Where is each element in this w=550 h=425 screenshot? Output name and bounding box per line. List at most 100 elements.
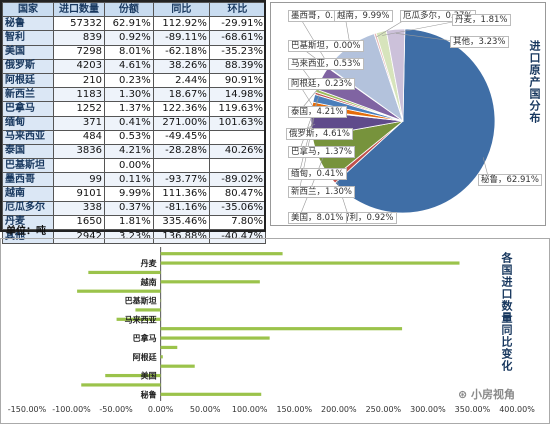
table-cell: 122.36%	[152, 101, 210, 117]
table-cell: 2942	[52, 228, 105, 245]
x-tick-label: 100.00%	[232, 405, 268, 414]
watermark-icon: ⊛	[458, 388, 472, 401]
category-label: 美国	[141, 371, 157, 381]
x-tick-label: 50.00%	[190, 405, 221, 414]
table-row: 泰国 3836 4.21% -28.28% 40.26%	[2, 143, 267, 160]
table-cell	[208, 129, 267, 145]
table-cell: 0.53%	[103, 129, 154, 145]
pie-slice-label: 新西兰，1.30%	[288, 186, 356, 198]
table-row: 巴拿马 1252 1.37% 122.36% 119.63%	[2, 101, 267, 117]
table-row: 马来西亚 484 0.53% -49.45%	[2, 129, 267, 145]
table-cell: 4.61%	[103, 58, 154, 74]
bar	[160, 392, 262, 396]
pie-slice-label: 阿根廷，0.23%	[288, 78, 356, 90]
table-header-cell: 环比	[208, 1, 267, 18]
table-cell: 62.91%	[103, 16, 154, 32]
bar-chart-title: 各国进口数量同比变化	[500, 252, 513, 372]
table-cell: 57332	[52, 16, 105, 32]
table-cell: 7298	[52, 44, 105, 60]
table-cell: -35.06%	[208, 200, 267, 216]
category-label: 阿根廷	[133, 352, 158, 362]
table-row: 智利 839 0.92% -89.11% -68.61%	[2, 30, 267, 46]
bar	[160, 327, 403, 331]
table-cell: 99	[52, 172, 105, 188]
table-cell: 1.30%	[103, 87, 154, 103]
bar	[81, 383, 161, 387]
table-cell: -68.61%	[208, 30, 267, 46]
table-cell: 335.46%	[152, 214, 210, 231]
table-cell: 1183	[52, 87, 105, 103]
table-row: 墨西哥 99 0.11% -93.77% -89.02%	[2, 172, 267, 188]
pie-chart-title: 进口原产国分布	[528, 40, 541, 124]
table-row: 越南 9101 9.99% 111.36% 80.47%	[2, 186, 267, 202]
table-cell: 0.11%	[103, 172, 154, 188]
pie-slice-label: 巴基斯坦，0.00%	[288, 40, 364, 52]
bar	[160, 261, 460, 265]
table-cell: 80.47%	[208, 186, 267, 202]
table-cell: 3836	[52, 143, 105, 160]
category-label: 巴基斯坦	[125, 296, 157, 306]
table-row: 美国 7298 8.01% -62.18% -35.23%	[2, 44, 267, 60]
pie-slice-label: 美国，8.01%	[288, 212, 347, 224]
category-label: 越南	[140, 277, 157, 287]
x-tick-label: 350.00%	[455, 405, 491, 414]
table-country-cell: 泰国	[2, 143, 54, 160]
table-country-cell: 巴拿马	[2, 101, 54, 117]
table-cell	[52, 158, 105, 174]
bar-chart: -150.00% -100.00% -50.00% 0.00% 50.00% 100.00…	[8, 247, 535, 414]
table-cell: -35.23%	[208, 44, 267, 60]
table-cell: -28.28%	[152, 143, 210, 160]
x-tick-label: 250.00%	[366, 405, 402, 414]
pie-slice-label: 马来西亚，0.53%	[288, 58, 364, 70]
table-country-cell: 巴基斯坦	[2, 158, 54, 174]
table-cell	[152, 158, 210, 174]
pie-slice-label: 俄罗斯，4.61%	[286, 128, 354, 140]
x-tick-label: 150.00%	[276, 405, 312, 414]
table-cell: -29.91%	[208, 16, 267, 32]
watermark-text: 小房视角	[471, 388, 516, 401]
table-cell: 1.37%	[103, 101, 154, 117]
table-country-cell: 缅甸	[2, 115, 54, 131]
table-cell: 0.92%	[103, 30, 154, 46]
table-cell: 839	[52, 30, 105, 46]
pie-slice-label: 缅甸，0.41%	[288, 168, 347, 180]
table-country-cell: 秘鲁	[2, 16, 54, 32]
table-cell: 18.67%	[152, 87, 210, 103]
table-row: 巴基斯坦 0.00%	[2, 158, 267, 174]
pie-slice-label: 秘鲁，62.91%	[478, 174, 542, 186]
table-cell: 3.23%	[103, 228, 154, 245]
table-country-cell: 其他	[2, 228, 54, 245]
x-tick-label: 0.00%	[148, 405, 174, 414]
table-cell: 4203	[52, 58, 105, 74]
table-cell: 1650	[52, 214, 105, 231]
table-cell: 9.99%	[103, 186, 154, 202]
table-cell: -89.11%	[152, 30, 210, 46]
table-country-cell: 马来西亚	[2, 129, 54, 145]
table-row: 丹麦 1650 1.81% 335.46% 7.80%	[2, 214, 267, 231]
table-row: 俄罗斯 4203 4.61% 38.26% 88.39%	[2, 58, 267, 74]
bar	[160, 280, 260, 284]
pie-leader-line	[382, 19, 464, 36]
table-cell: 90.91%	[208, 72, 267, 89]
table-cell: 0.00%	[103, 158, 154, 174]
table-cell: 1.81%	[103, 214, 154, 231]
table-country-cell: 阿根廷	[2, 72, 54, 89]
x-tick-label: -50.00%	[99, 405, 133, 414]
bar	[160, 364, 195, 368]
table-cell: 338	[52, 200, 105, 216]
bar	[160, 355, 163, 359]
table-cell: -81.16%	[152, 200, 210, 216]
table-cell: 14.98%	[208, 87, 267, 103]
table-cell: 4.21%	[103, 143, 154, 160]
table-cell: 1252	[52, 101, 105, 117]
table-cell: 101.63%	[208, 115, 267, 131]
pie-slice-label: 泰国，4.21%	[288, 106, 347, 118]
bar	[160, 252, 283, 256]
table-country-cell: 厄瓜多尔	[2, 200, 54, 216]
table-row: 缅甸 371 0.41% 271.00% 101.63%	[2, 115, 267, 131]
table-country-cell: 智利	[2, 30, 54, 46]
bar	[88, 270, 161, 275]
table-cell: 271.00%	[152, 115, 210, 131]
bar	[160, 336, 270, 340]
bar	[105, 373, 161, 378]
